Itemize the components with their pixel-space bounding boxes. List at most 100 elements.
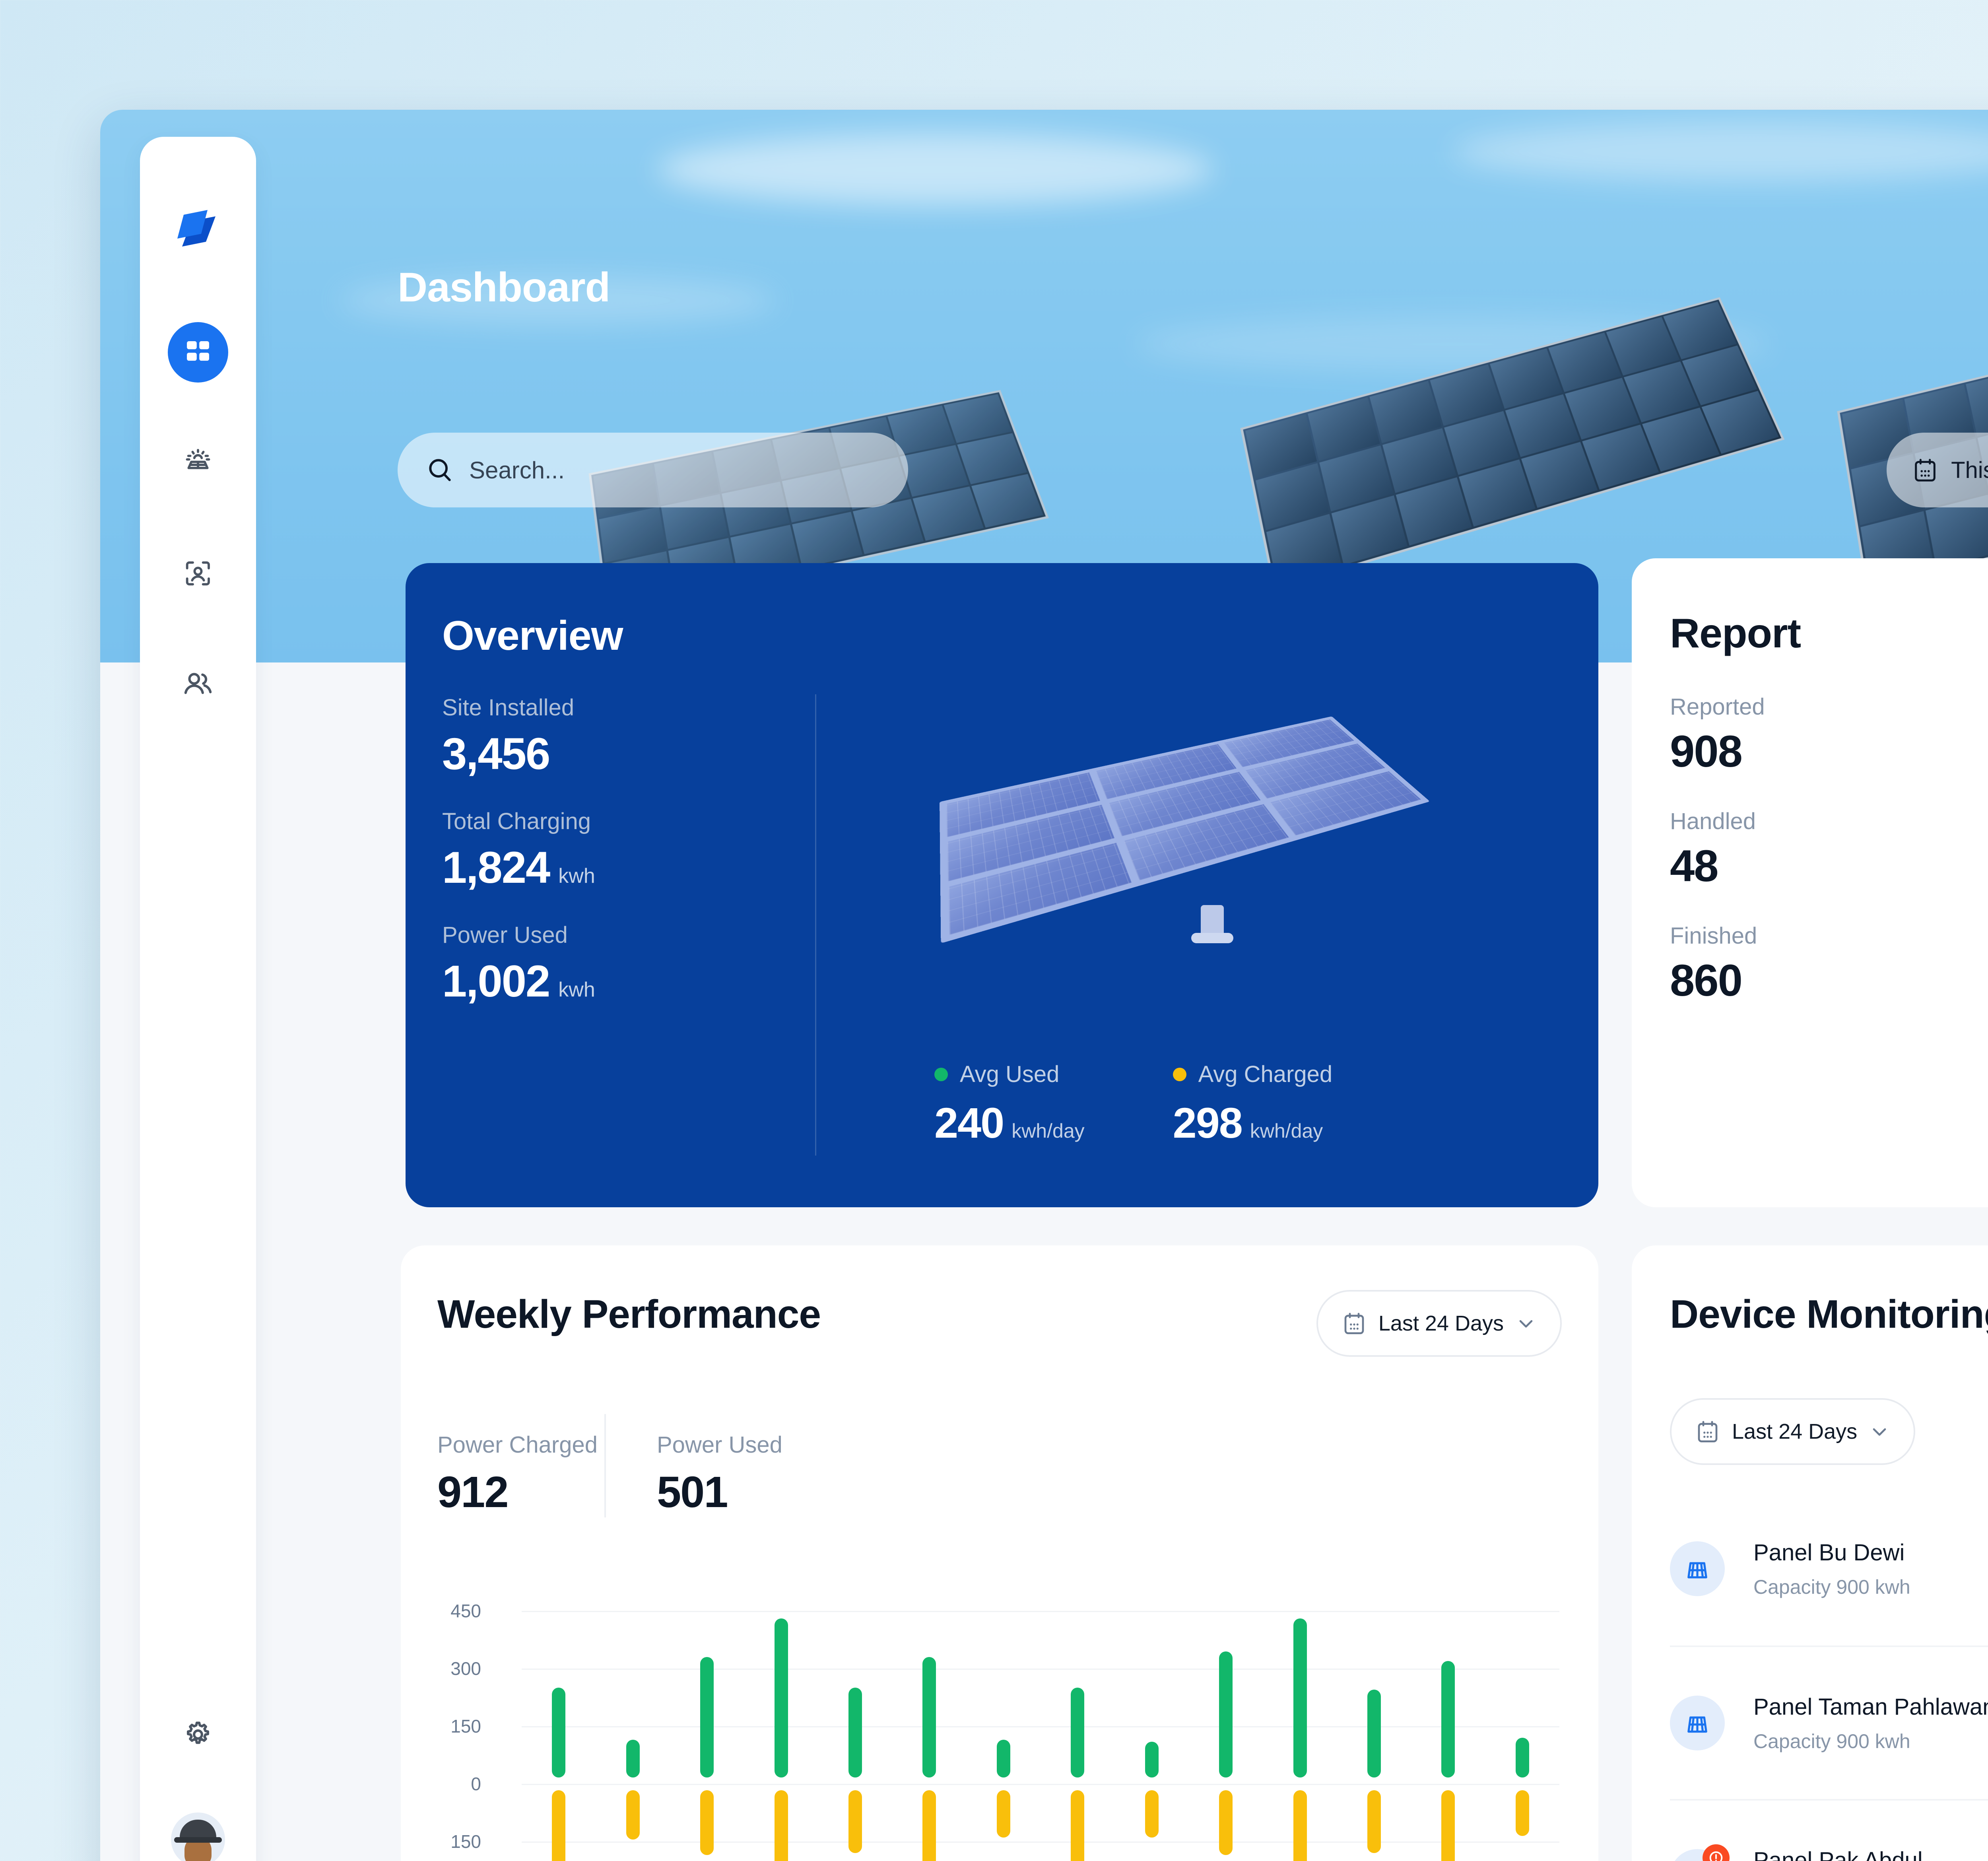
cloud bbox=[657, 134, 1213, 205]
weekly-range-selector[interactable]: Last 24 Days bbox=[1316, 1290, 1562, 1357]
report-stat-label: Reported bbox=[1670, 694, 1765, 720]
unit: kwh bbox=[558, 978, 595, 1001]
chart-y-tick-label: 0 bbox=[471, 1774, 481, 1794]
legend-value: 912 bbox=[437, 1468, 509, 1517]
report-stat-value: 48 bbox=[1670, 841, 1719, 891]
chart-y-tick-label: 150 bbox=[450, 1831, 481, 1852]
chart-bar bbox=[1515, 1790, 1529, 1836]
chart-bar bbox=[996, 1739, 1010, 1777]
weekly-title: Weekly Performance bbox=[437, 1292, 821, 1337]
chart-bar bbox=[1145, 1790, 1159, 1838]
sidebar-item-dashboard[interactable] bbox=[168, 322, 228, 383]
device-name: Panel Pak Abdul bbox=[1753, 1847, 1923, 1861]
legend-value: 298 kwh/day bbox=[1173, 1098, 1333, 1148]
device-row[interactable]: Panel Pak Abdul Capacity 900 kwh Charged… bbox=[1670, 1799, 1988, 1861]
overview-stat-label: Total Charging bbox=[442, 808, 591, 834]
calendar-icon bbox=[1698, 1421, 1718, 1443]
chart-bar bbox=[700, 1790, 714, 1855]
chart-y-tick-label: 150 bbox=[450, 1716, 481, 1737]
chart-gridline bbox=[522, 1726, 1559, 1727]
legend-head: Avg Used bbox=[934, 1061, 1085, 1088]
legend-value: 240 kwh/day bbox=[934, 1098, 1085, 1148]
unit: kwh bbox=[558, 864, 595, 888]
chart-gridline bbox=[522, 1669, 1559, 1670]
device-row[interactable]: Panel Bu Dewi Capacity 900 kwh Charged 1… bbox=[1670, 1492, 1988, 1645]
device-info: Panel Pak Abdul Capacity 900 kwh bbox=[1753, 1847, 1988, 1861]
app-window: Dashboard 5 bbox=[100, 110, 1988, 1861]
search-input[interactable] bbox=[469, 456, 827, 484]
chart-gridline bbox=[522, 1842, 1559, 1843]
chart-bar bbox=[1367, 1690, 1381, 1777]
solar-panel-graphic bbox=[940, 716, 1430, 944]
chart-bar bbox=[848, 1790, 862, 1853]
topbar: Dashboard 5 bbox=[275, 110, 1988, 662]
legend-value: 501 bbox=[657, 1468, 728, 1517]
device-title: Device Monitoring bbox=[1670, 1292, 1988, 1337]
value: 240 bbox=[934, 1099, 1004, 1147]
chart-bar bbox=[1293, 1618, 1307, 1777]
solar-panel-illustration bbox=[922, 678, 1543, 981]
sidebar-nav bbox=[168, 322, 228, 714]
chart-bar bbox=[1441, 1790, 1455, 1861]
chart-y-tick-label: 450 bbox=[450, 1601, 481, 1621]
chart-bar bbox=[1367, 1790, 1381, 1853]
chart-bar bbox=[1071, 1790, 1085, 1861]
sidebar-item-customers[interactable] bbox=[168, 654, 228, 714]
chart-bar bbox=[1219, 1790, 1233, 1855]
legend-label: Power Used bbox=[657, 1432, 782, 1458]
value: 1,824 bbox=[442, 843, 550, 892]
chart-gridline bbox=[522, 1784, 1559, 1785]
report-stat-value: 908 bbox=[1670, 727, 1743, 776]
chart-bar bbox=[1219, 1651, 1233, 1777]
chart-bar bbox=[1293, 1790, 1307, 1861]
report-card: Report 2 New Report Reported 908 Handled… bbox=[1632, 558, 1988, 1207]
chart-bar bbox=[552, 1688, 566, 1777]
grid-icon bbox=[187, 341, 209, 361]
search-icon bbox=[429, 459, 451, 481]
value: 1,002 bbox=[442, 956, 550, 1006]
sidebar bbox=[140, 137, 256, 1861]
sidebar-item-settings[interactable] bbox=[182, 1718, 214, 1753]
device-panel-icon-wrap bbox=[1670, 1541, 1725, 1596]
legend-label: Power Charged bbox=[437, 1432, 598, 1458]
solar-panel-icon bbox=[1687, 1716, 1707, 1733]
device-range-selector[interactable]: Last 24 Days bbox=[1670, 1398, 1916, 1465]
device-row[interactable]: Panel Taman Pahlawan Capacity 900 kwh Ch… bbox=[1670, 1645, 1988, 1799]
overview-stat-label: Power Used bbox=[442, 922, 568, 948]
calendar-icon bbox=[1915, 458, 1936, 482]
legend-dot bbox=[934, 1067, 948, 1081]
date-range-selector[interactable]: This Month bbox=[1887, 433, 1988, 507]
chart-bar bbox=[774, 1790, 788, 1861]
chart-bar bbox=[922, 1790, 936, 1861]
chart-bar bbox=[1071, 1688, 1085, 1777]
users-icon bbox=[184, 673, 212, 694]
device-monitoring-card: Device Monitoring Last 24 Days Filter bbox=[1632, 1245, 1988, 1861]
value: 3,456 bbox=[442, 729, 550, 779]
unit: kwh/day bbox=[1011, 1120, 1085, 1142]
legend-label: Avg Charged bbox=[1198, 1061, 1333, 1087]
weekly-performance-chart: 4503001500150300450 bbox=[442, 1599, 1559, 1861]
device-name: Panel Bu Dewi bbox=[1753, 1539, 1905, 1566]
calendar-icon bbox=[1344, 1313, 1364, 1335]
device-panel-icon-wrap bbox=[1670, 1844, 1730, 1861]
value: 298 bbox=[1173, 1099, 1243, 1147]
search-bar[interactable] bbox=[398, 433, 908, 507]
chart-bar bbox=[1145, 1741, 1159, 1777]
chart-bar bbox=[700, 1657, 714, 1777]
chart-bar bbox=[1515, 1738, 1529, 1777]
app-logo[interactable] bbox=[174, 204, 222, 251]
sidebar-item-monitoring[interactable] bbox=[168, 543, 228, 604]
chart-bar bbox=[922, 1657, 936, 1777]
panel-pole bbox=[1201, 905, 1224, 937]
avatar[interactable] bbox=[171, 1812, 225, 1861]
weekly-legend: Power Charged 912 Power Used 501 bbox=[437, 1414, 822, 1517]
legend-avg-used: Avg Used 240 kwh/day bbox=[934, 1061, 1085, 1148]
sidebar-bottom bbox=[171, 1718, 225, 1861]
chevron-down-icon bbox=[1519, 1320, 1533, 1328]
weekly-legend-power-charged: Power Charged 912 bbox=[437, 1414, 604, 1517]
gear-icon bbox=[186, 1721, 210, 1744]
report-stats: Reported 908 Handled 48 Finished 860 bbox=[1670, 694, 1765, 1006]
overview-stat-value: 1,002 kwh bbox=[442, 956, 816, 1007]
chart-bar bbox=[626, 1739, 640, 1777]
sidebar-item-solar-sites[interactable] bbox=[168, 433, 228, 493]
